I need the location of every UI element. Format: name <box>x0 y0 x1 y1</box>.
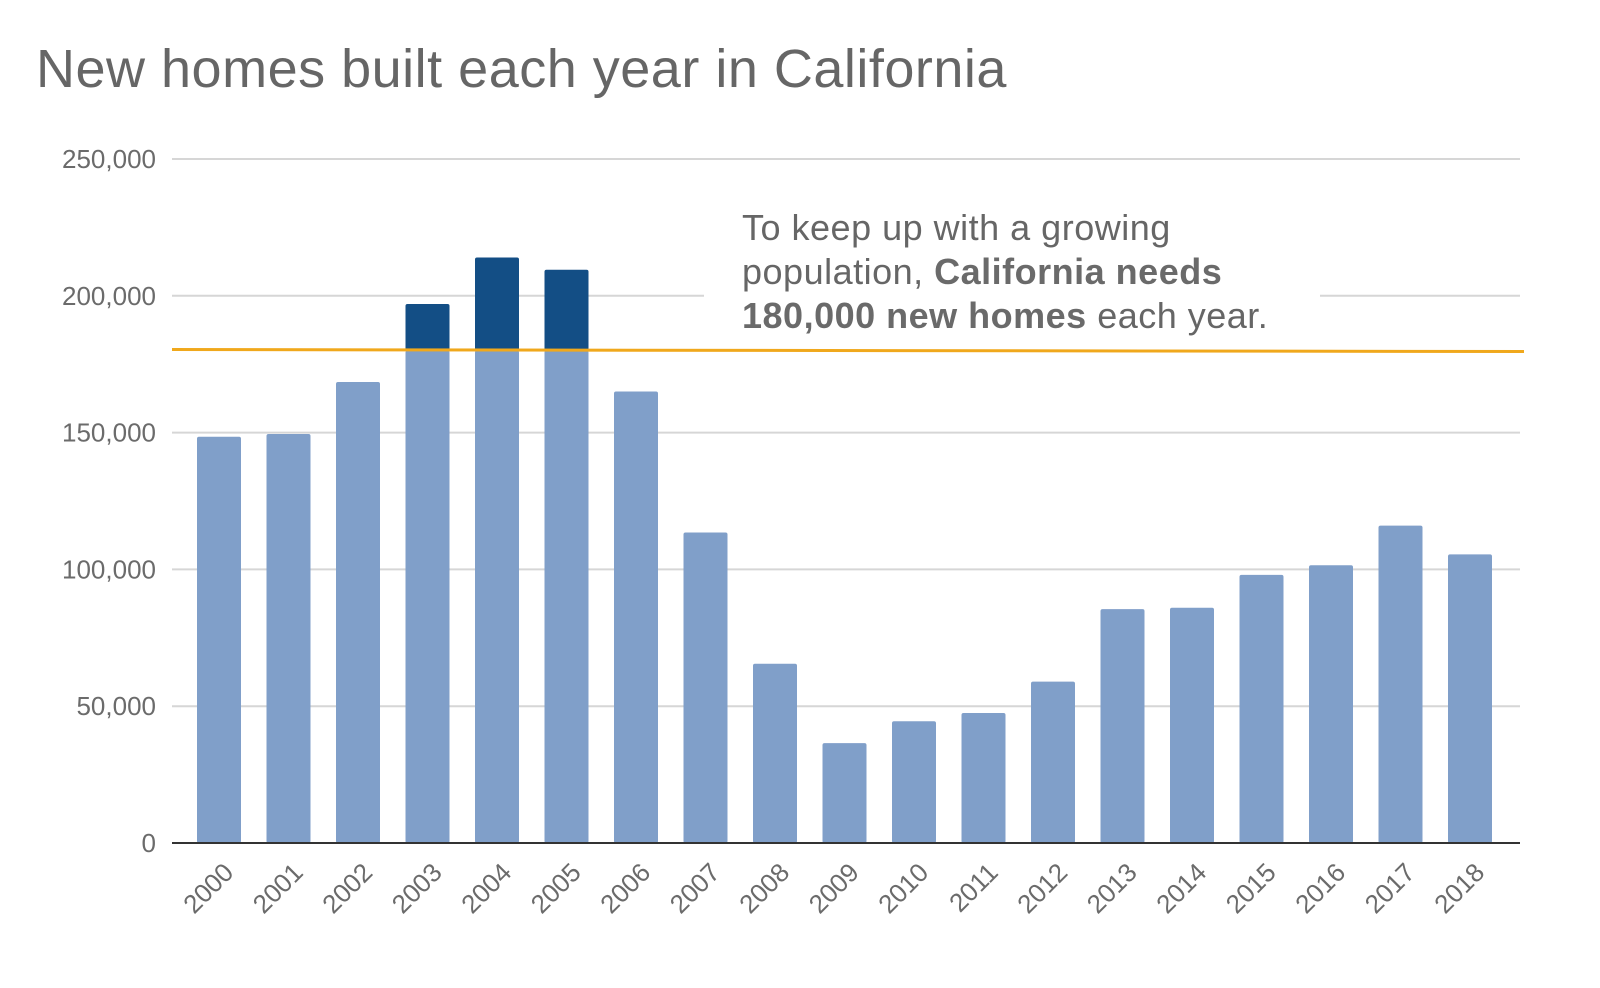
x-tick-label: 2010 <box>872 857 934 919</box>
bar-2004 <box>475 350 519 843</box>
x-axis-labels: 2000 2001 2002 2003 2004 2005 2006 2007 2008 2009… <box>177 857 1490 919</box>
bar-2003 <box>405 350 450 843</box>
bar-above-target-2003 <box>405 304 450 351</box>
x-tick-label: 2017 <box>1359 857 1421 919</box>
y-tick-label: 150,000 <box>62 418 156 448</box>
x-tick-label: 2009 <box>803 857 865 919</box>
bar-2005 <box>544 350 589 843</box>
bar-above-target-2005 <box>544 269 589 351</box>
x-tick-label: 2012 <box>1011 857 1073 919</box>
gridlines <box>172 158 1520 708</box>
x-tick-label: 2018 <box>1428 857 1490 919</box>
x-tick-label: 2006 <box>594 857 656 919</box>
bar-2012 <box>1031 681 1075 843</box>
target-line-layer <box>171 348 1525 354</box>
x-tick-label: 2016 <box>1289 857 1351 919</box>
annotation-highlight-1: California needs <box>934 251 1223 292</box>
x-tick-label: 2003 <box>386 857 448 919</box>
target-line <box>171 348 1525 354</box>
y-axis-ticks: 0 50,000 100,000 150,000 200,000 250,000 <box>62 144 156 858</box>
annotation-line-2: population, California needs <box>742 250 1342 294</box>
x-tick-label: 2015 <box>1220 857 1282 919</box>
bar-2014 <box>1170 607 1214 843</box>
bar-2015 <box>1239 574 1284 843</box>
y-tick-label: 0 <box>142 828 156 858</box>
y-tick-label: 50,000 <box>76 691 156 721</box>
bar-2000 <box>197 436 241 843</box>
y-tick-label: 200,000 <box>62 281 156 311</box>
x-tick-label: 2008 <box>733 857 795 919</box>
chart-title: New homes built each year in California <box>36 39 1007 99</box>
x-tick-label: 2000 <box>177 857 239 919</box>
bar-2013 <box>1100 609 1145 843</box>
bar-2016 <box>1309 565 1353 843</box>
bar-2011 <box>961 713 1006 843</box>
x-tick-label: 2013 <box>1081 857 1143 919</box>
bar-2008 <box>753 663 797 843</box>
annotation-line-3: 180,000 new homes each year. <box>742 294 1342 338</box>
annotation: To keep up with a growing population, Ca… <box>742 206 1342 338</box>
bar-2017 <box>1378 525 1423 843</box>
x-tick-label: 2007 <box>664 857 726 919</box>
bar-2009 <box>822 743 867 843</box>
bar-above-target-2004 <box>475 257 519 351</box>
x-tick-label: 2004 <box>455 857 517 919</box>
bar-2007 <box>683 532 728 843</box>
bar-2006 <box>614 391 658 843</box>
bar-2010 <box>892 721 936 843</box>
y-tick-label: 250,000 <box>62 144 156 174</box>
bar-2018 <box>1448 554 1492 843</box>
annotation-line-2-text: population, <box>742 251 935 292</box>
annotation-line-1: To keep up with a growing <box>742 207 1171 248</box>
annotation-line-3-text: each year. <box>1086 295 1269 336</box>
x-tick-label: 2005 <box>525 857 587 919</box>
y-tick-label: 100,000 <box>62 554 156 584</box>
x-tick-label: 2014 <box>1150 857 1212 919</box>
x-tick-label: 2011 <box>943 857 1004 918</box>
bar-2001 <box>266 433 311 843</box>
x-tick-label: 2001 <box>247 857 309 919</box>
x-tick-label: 2002 <box>316 857 378 919</box>
bars <box>197 257 1492 843</box>
bar-2002 <box>336 381 380 843</box>
annotation-highlight-2: 180,000 new homes <box>742 295 1087 336</box>
